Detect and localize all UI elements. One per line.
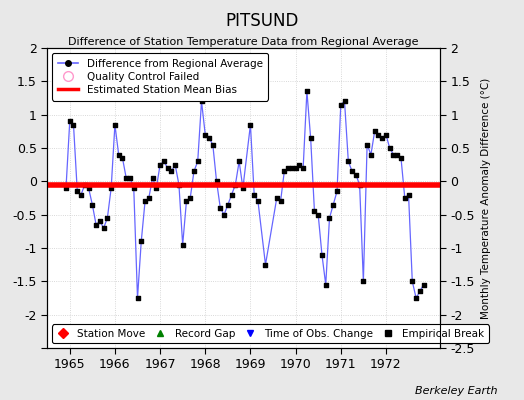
Point	[393, 152, 401, 158]
Point	[129, 185, 138, 191]
Point	[416, 288, 424, 294]
Point	[111, 122, 119, 128]
Point	[405, 192, 413, 198]
Point	[370, 128, 379, 134]
Point	[348, 168, 356, 174]
Point	[352, 172, 360, 178]
Point	[66, 118, 74, 124]
Text: PITSUND: PITSUND	[225, 12, 299, 30]
Point	[336, 102, 345, 108]
Point	[318, 252, 326, 258]
Point	[133, 295, 141, 301]
Point	[307, 135, 315, 141]
Point	[284, 165, 292, 171]
Title: Difference of Station Temperature Data from Regional Average: Difference of Station Temperature Data f…	[69, 37, 419, 47]
Point	[359, 278, 367, 284]
Point	[171, 162, 179, 168]
Point	[303, 88, 311, 94]
Point	[92, 222, 100, 228]
Point	[179, 242, 187, 248]
Point	[96, 218, 104, 224]
Point	[198, 98, 206, 104]
Point	[231, 182, 239, 188]
Point	[340, 98, 348, 104]
Point	[389, 152, 398, 158]
Point	[216, 205, 224, 211]
Point	[193, 158, 202, 164]
Point	[145, 195, 153, 201]
Point	[186, 195, 194, 201]
Point	[220, 212, 228, 218]
Point	[374, 132, 383, 138]
Point	[310, 208, 319, 214]
Point	[137, 238, 146, 244]
Point	[156, 162, 165, 168]
Point	[209, 142, 217, 148]
Point	[344, 158, 353, 164]
Point	[408, 278, 417, 284]
Point	[276, 198, 285, 204]
Point	[329, 202, 337, 208]
Point	[190, 168, 198, 174]
Point	[419, 282, 428, 288]
Point	[227, 192, 236, 198]
Point	[400, 195, 409, 201]
Text: Berkeley Earth: Berkeley Earth	[416, 386, 498, 396]
Point	[84, 185, 93, 191]
Point	[224, 202, 232, 208]
Point	[314, 212, 322, 218]
Point	[77, 192, 85, 198]
Point	[235, 158, 243, 164]
Point	[367, 152, 375, 158]
Point	[322, 282, 330, 288]
Legend: Station Move, Record Gap, Time of Obs. Change, Empirical Break: Station Move, Record Gap, Time of Obs. C…	[52, 324, 489, 343]
Point	[291, 165, 300, 171]
Point	[280, 168, 289, 174]
Point	[148, 175, 157, 181]
Point	[160, 158, 168, 164]
Point	[122, 175, 130, 181]
Point	[212, 178, 221, 184]
Point	[239, 185, 247, 191]
Point	[272, 195, 281, 201]
Point	[88, 202, 96, 208]
Point	[163, 165, 172, 171]
Point	[246, 122, 255, 128]
Point	[152, 185, 160, 191]
Point	[114, 152, 123, 158]
Point	[205, 135, 213, 141]
Point	[412, 295, 420, 301]
Point	[254, 198, 262, 204]
Point	[81, 182, 89, 188]
Point	[118, 155, 127, 161]
Point	[382, 132, 390, 138]
Point	[182, 198, 191, 204]
Point	[100, 225, 108, 231]
Point	[250, 192, 258, 198]
Point	[103, 215, 112, 221]
Point	[333, 188, 341, 194]
Point	[288, 165, 296, 171]
Point	[62, 185, 70, 191]
Point	[73, 188, 81, 194]
Point	[261, 262, 270, 268]
Point	[299, 165, 308, 171]
Point	[355, 182, 364, 188]
Point	[201, 132, 210, 138]
Point	[295, 162, 303, 168]
Point	[141, 198, 149, 204]
Point	[363, 142, 372, 148]
Point	[174, 182, 183, 188]
Point	[126, 175, 134, 181]
Point	[397, 155, 405, 161]
Point	[107, 185, 115, 191]
Point	[325, 215, 334, 221]
Point	[378, 135, 386, 141]
Point	[69, 122, 78, 128]
Y-axis label: Monthly Temperature Anomaly Difference (°C): Monthly Temperature Anomaly Difference (…	[481, 77, 490, 319]
Point	[386, 145, 394, 151]
Point	[167, 168, 176, 174]
